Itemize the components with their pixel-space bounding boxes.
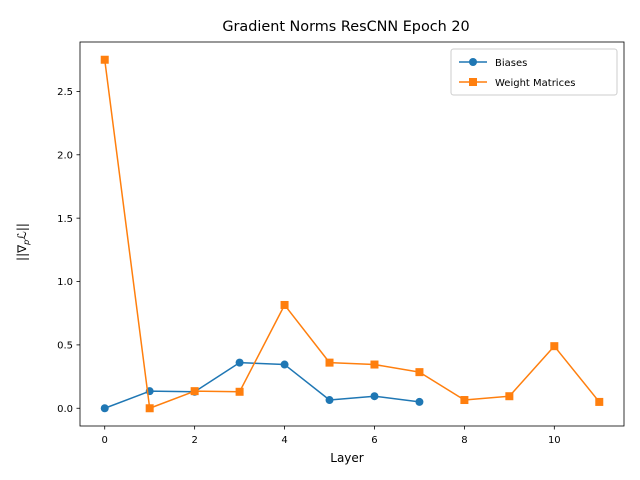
data-point-1-8 [460, 396, 469, 405]
y-axis-label: ||∇pℒ|| [15, 223, 31, 261]
x-tick-label-0: 0 [102, 435, 108, 446]
y-tick-label-2: 1.0 [57, 277, 73, 288]
y-axis-label-end: ℒ|| [15, 223, 29, 240]
data-point-1-3 [235, 387, 244, 396]
data-point-0-7 [415, 397, 424, 406]
x-axis-label: Layer [330, 451, 364, 465]
y-tick-label-1: 0.5 [57, 340, 73, 351]
data-point-0-5 [325, 396, 334, 405]
x-tick-label-2: 4 [281, 435, 287, 446]
data-point-1-2 [190, 387, 199, 396]
y-axis-label-subscript: p [22, 240, 31, 246]
data-point-1-4 [280, 300, 289, 309]
legend-marker-0 [469, 58, 477, 66]
y-tick-label-3: 1.5 [57, 214, 73, 225]
data-point-1-5 [325, 358, 334, 367]
axes: 0 2 4 6 8 10 0.0 0.5 1.0 1.5 2.0 2.5 [57, 41, 625, 446]
y-tick-label-4: 2.0 [57, 150, 73, 161]
legend-label-1: Weight Matrices [495, 78, 575, 89]
data-point-0-3 [235, 358, 244, 367]
y-tick-label-0: 0.0 [57, 404, 73, 415]
x-tick-label-4: 8 [461, 435, 467, 446]
y-axis-label-main: ||∇ [15, 244, 29, 261]
data-point-0-6 [370, 392, 379, 401]
data-point-1-9 [505, 392, 514, 401]
data-point-1-6 [370, 360, 379, 369]
legend-box [450, 48, 618, 96]
x-tick-label-1: 2 [191, 435, 197, 446]
data-point-0-0 [100, 404, 109, 413]
axes-frame [79, 41, 625, 427]
legend-label-0: Biases [495, 58, 527, 69]
data-point-1-10 [550, 342, 559, 351]
data-point-1-0 [100, 55, 109, 64]
series-line-0 [104, 361, 420, 409]
data-point-1-1 [145, 404, 154, 413]
data-point-1-11 [595, 397, 604, 406]
chart-title: Gradient Norms ResCNN Epoch 20 [222, 19, 469, 35]
x-tick-label-5: 10 [548, 435, 561, 446]
plot-area [100, 55, 604, 413]
data-point-0-4 [280, 360, 289, 369]
legend-marker-1 [469, 78, 477, 86]
y-tick-label-5: 2.5 [57, 87, 73, 98]
x-tick-label-3: 6 [371, 435, 377, 446]
data-point-1-7 [415, 368, 424, 377]
legend: Biases Weight Matrices [450, 48, 618, 96]
series-line-1 [103, 59, 600, 410]
